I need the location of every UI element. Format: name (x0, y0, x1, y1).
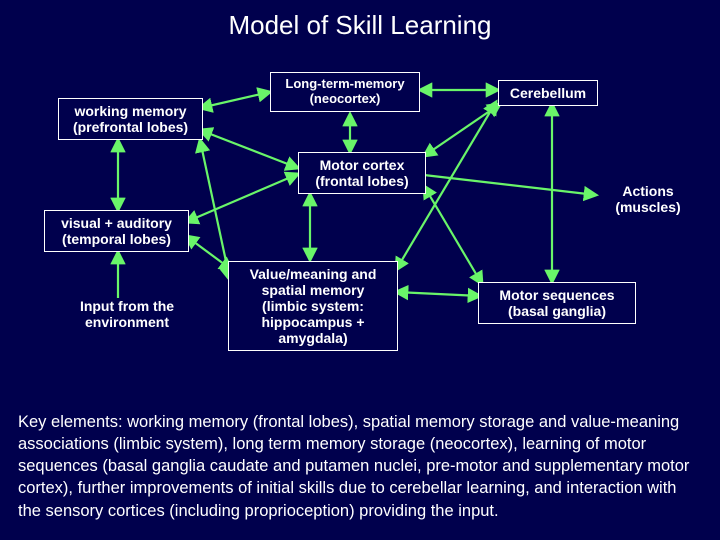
node-working-memory: working memory(prefrontal lobes) (58, 98, 203, 140)
node-limbic: Value/meaning andspatial memory(limbic s… (228, 261, 398, 351)
node-basal: Motor sequences(basal ganglia) (478, 282, 636, 324)
node-line: spatial memory (235, 282, 391, 298)
node-line: (neocortex) (277, 92, 413, 107)
arrow (424, 104, 500, 156)
label-actions: Actions(muscles) (598, 183, 698, 215)
node-line: amygdala) (235, 330, 391, 346)
label-line: Input from the (62, 298, 192, 314)
node-line: Motor cortex (305, 157, 419, 173)
node-ltm: Long-term-memory(neocortex) (270, 72, 420, 112)
node-cerebellum: Cerebellum (498, 80, 598, 106)
label-line: environment (62, 314, 192, 330)
arrow (186, 174, 298, 222)
arrow (424, 175, 596, 195)
arrow (200, 140, 230, 280)
node-line: Long-term-memory (277, 77, 413, 92)
arrow (396, 292, 480, 296)
page-title: Model of Skill Learning (0, 10, 720, 41)
node-line: (temporal lobes) (51, 231, 182, 247)
node-line: (limbic system: (235, 298, 391, 314)
node-line: Cerebellum (505, 85, 591, 101)
label-input: Input from theenvironment (62, 298, 192, 330)
node-line: visual + auditory (51, 215, 182, 231)
label-line: Actions (598, 183, 698, 199)
node-visual-aud: visual + auditory(temporal lobes) (44, 210, 189, 252)
node-line: hippocampus + (235, 314, 391, 330)
node-line: (basal ganglia) (485, 303, 629, 319)
arrow (186, 236, 232, 270)
node-line: Value/meaning and (235, 266, 391, 282)
node-line: (frontal lobes) (305, 173, 419, 189)
arrow (200, 92, 270, 108)
caption-text: Key elements: working memory (frontal lo… (18, 411, 702, 522)
node-motor-cortex: Motor cortex(frontal lobes) (298, 152, 426, 194)
node-line: Motor sequences (485, 287, 629, 303)
node-line: (prefrontal lobes) (65, 119, 196, 135)
arrow (424, 186, 482, 284)
node-line: working memory (65, 103, 196, 119)
label-line: (muscles) (598, 199, 698, 215)
arrow (200, 130, 298, 168)
